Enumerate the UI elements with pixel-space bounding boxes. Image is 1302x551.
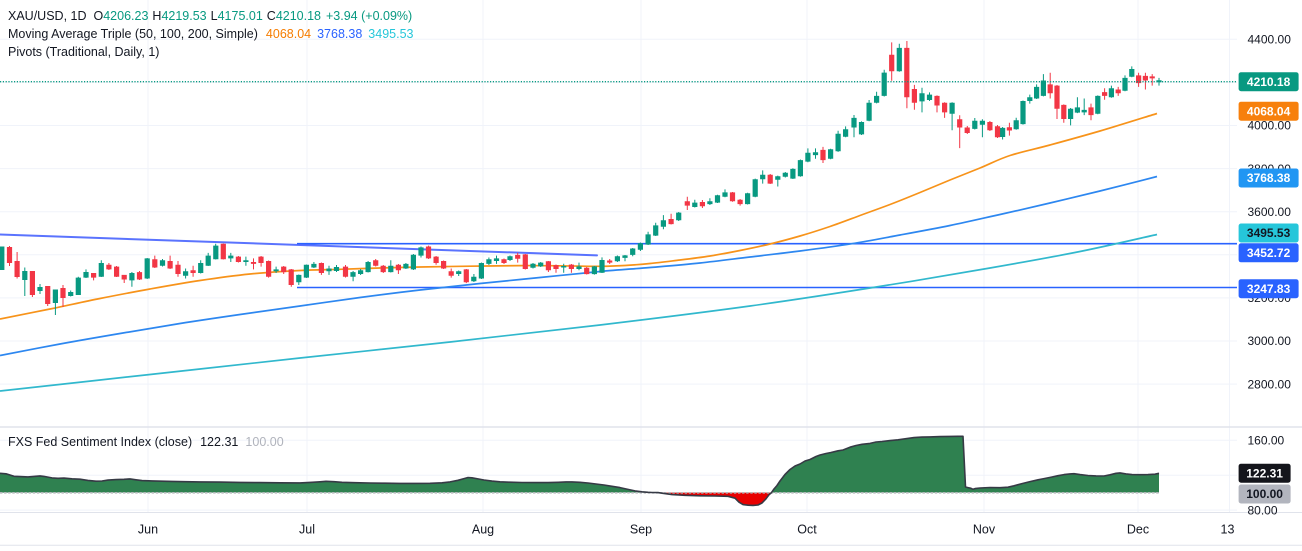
svg-text:80.00: 80.00 (1248, 503, 1278, 517)
svg-text:4210.18: 4210.18 (1247, 75, 1291, 89)
svg-text:Moving Average Triple (50, 100: Moving Average Triple (50, 100, 200, Sim… (8, 27, 414, 41)
svg-text:Oct: Oct (797, 523, 817, 537)
svg-text:100.00: 100.00 (1246, 487, 1283, 501)
svg-text:4000.00: 4000.00 (1248, 119, 1292, 133)
svg-text:4400.00: 4400.00 (1248, 33, 1292, 47)
svg-text:3000.00: 3000.00 (1248, 334, 1292, 348)
svg-text:3768.38: 3768.38 (1247, 171, 1291, 185)
svg-text:2800.00: 2800.00 (1248, 377, 1292, 391)
svg-text:3495.53: 3495.53 (1247, 226, 1291, 240)
svg-text:3452.72: 3452.72 (1247, 246, 1291, 260)
svg-text:Aug: Aug (472, 523, 494, 537)
svg-text:3600.00: 3600.00 (1248, 205, 1292, 219)
svg-text:4068.04: 4068.04 (1247, 104, 1291, 118)
svg-text:160.00: 160.00 (1248, 434, 1285, 448)
svg-text:122.31: 122.31 (1246, 466, 1283, 480)
svg-text:Pivots (Traditional, Daily, 1): Pivots (Traditional, Daily, 1) (8, 45, 159, 59)
svg-text:3247.83: 3247.83 (1247, 282, 1291, 296)
svg-text:Jun: Jun (138, 523, 158, 537)
svg-text:Sep: Sep (630, 523, 652, 537)
svg-text:FXS Fed Sentiment Index (close: FXS Fed Sentiment Index (close) 122.31 100… (8, 435, 284, 449)
svg-text:13: 13 (1221, 523, 1235, 537)
svg-text:Nov: Nov (973, 523, 996, 537)
svg-text:Dec: Dec (1127, 523, 1149, 537)
svg-text:Jul: Jul (299, 523, 315, 537)
